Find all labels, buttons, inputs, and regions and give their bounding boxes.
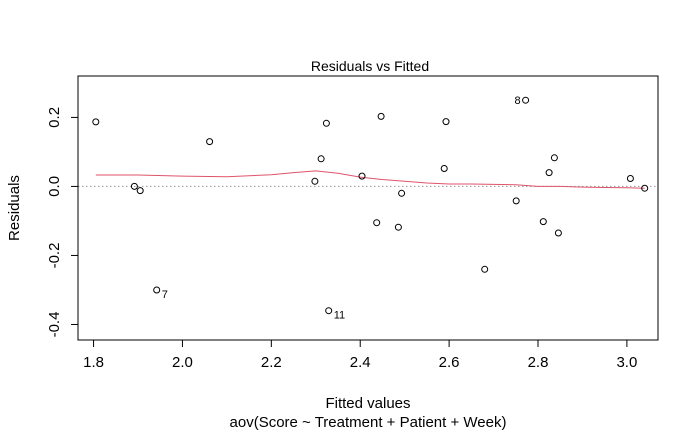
point-labels-layer: 7 11 8 — [162, 95, 521, 322]
x-tick-label: 2.0 — [172, 354, 193, 371]
x-tick-label: 2.4 — [350, 354, 371, 371]
x-tick-label: 1.8 — [83, 354, 104, 371]
points-layer — [92, 96, 649, 315]
x-tick-label: 3.0 — [616, 354, 637, 371]
data-point — [545, 169, 553, 177]
data-point — [554, 229, 562, 237]
y-axis: -0.4 -0.2 0.0 0.2 — [46, 107, 79, 338]
y-tick-label: -0.4 — [46, 312, 63, 338]
data-point — [398, 189, 406, 197]
point-label-11: 11 — [334, 310, 345, 322]
x-tick-label: 2.2 — [261, 354, 282, 371]
data-point — [641, 184, 649, 192]
data-point — [317, 155, 325, 163]
data-point — [130, 182, 138, 190]
data-point — [373, 219, 381, 227]
data-point — [440, 165, 448, 172]
data-point — [539, 218, 547, 226]
data-point — [153, 286, 161, 294]
data-point — [206, 138, 214, 146]
smooth-trend-line — [95, 170, 645, 189]
data-point — [442, 118, 450, 126]
y-tick-label: 0.0 — [46, 176, 63, 197]
y-tick-label: 0.2 — [46, 107, 63, 128]
data-point — [512, 197, 520, 205]
data-point — [92, 118, 100, 126]
data-point — [522, 96, 530, 104]
data-point — [481, 265, 489, 273]
data-point — [358, 172, 366, 180]
x-tick-label: 2.8 — [528, 354, 549, 371]
point-label-8: 8 — [514, 95, 520, 107]
chart-subtitle: aov(Score ~ Treatment + Patient + Week) — [230, 414, 507, 431]
x-axis-label: Fitted values — [325, 395, 410, 412]
x-axis: 1.8 2.0 2.2 2.4 2.6 2.8 3.0 — [83, 339, 637, 371]
y-tick-label: -0.2 — [46, 243, 63, 269]
data-point — [322, 119, 330, 127]
data-point — [377, 112, 385, 120]
data-point — [394, 223, 402, 231]
x-tick-label: 2.6 — [439, 354, 460, 371]
y-axis-label: Residuals — [6, 175, 23, 241]
data-point — [550, 154, 558, 162]
data-point — [136, 187, 144, 195]
data-point — [626, 175, 634, 182]
smooth-line-layer — [95, 170, 645, 189]
point-label-7: 7 — [162, 289, 168, 301]
chart-title: Residuals vs Fitted — [311, 58, 429, 74]
data-point — [325, 307, 333, 315]
data-point — [311, 177, 319, 185]
